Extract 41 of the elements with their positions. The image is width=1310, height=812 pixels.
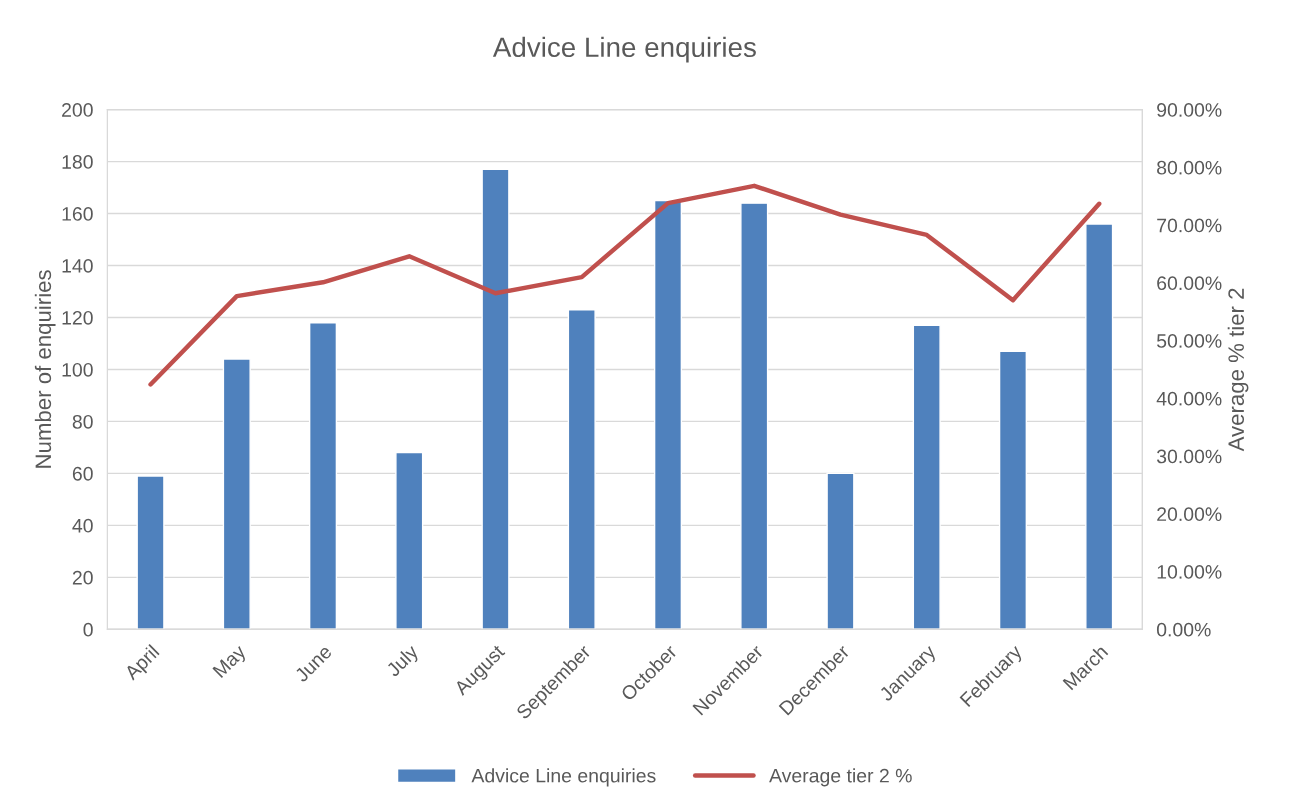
bar	[826, 472, 855, 630]
y2-tick-label: 10.00%	[1157, 565, 1222, 579]
y2-tick-label: 70.00%	[1157, 218, 1222, 233]
bar	[998, 350, 1028, 630]
y2-tick-label: 30.00%	[1156, 449, 1222, 464]
y-tick-label: 120	[62, 310, 93, 325]
bar	[136, 475, 165, 630]
bar	[222, 358, 251, 630]
bar	[308, 321, 338, 630]
y-tick-label: 160	[62, 207, 93, 221]
bar	[395, 451, 424, 630]
bar	[653, 199, 683, 630]
y2-tick-label: 0.00%	[1156, 622, 1211, 637]
y-tick-label: 180	[62, 155, 93, 169]
y-tick-label: 80	[72, 414, 93, 429]
y-tick-label: 140	[62, 258, 93, 273]
bar	[567, 309, 596, 630]
y-tick-label: 200	[62, 103, 93, 117]
x-tick-label: May	[212, 643, 250, 681]
y2-tick-label: 80.00%	[1157, 160, 1222, 175]
y-tick-label: 60	[72, 466, 93, 481]
bar	[1085, 223, 1114, 630]
bar	[740, 202, 769, 630]
y2-tick-label: 40.00%	[1156, 391, 1222, 406]
y-axis-title: Number of enquiries	[34, 270, 56, 468]
x-tick-label: July	[385, 643, 423, 681]
y-tick-label: 100	[62, 362, 93, 377]
y-tick-label: 0	[83, 622, 93, 637]
line-series	[148, 183, 1102, 387]
chart-title: Advice Line enquiries	[492, 36, 756, 63]
y2-tick-label: 60.00%	[1157, 276, 1222, 291]
y2-tick-label: 90.00%	[1157, 103, 1222, 117]
y2-tick-label: 50.00%	[1156, 334, 1222, 348]
y2-tick-label: 20.00%	[1157, 507, 1222, 522]
y-tick-label: 40	[72, 518, 93, 533]
bar	[481, 168, 510, 630]
y2-axis-title: Average % tier 2	[1227, 288, 1249, 452]
bar	[912, 324, 941, 630]
legend-label: Advice Line enquiries	[471, 768, 656, 787]
legend-label: Average tier 2 %	[769, 768, 912, 787]
y-tick-label: 20	[72, 570, 93, 585]
